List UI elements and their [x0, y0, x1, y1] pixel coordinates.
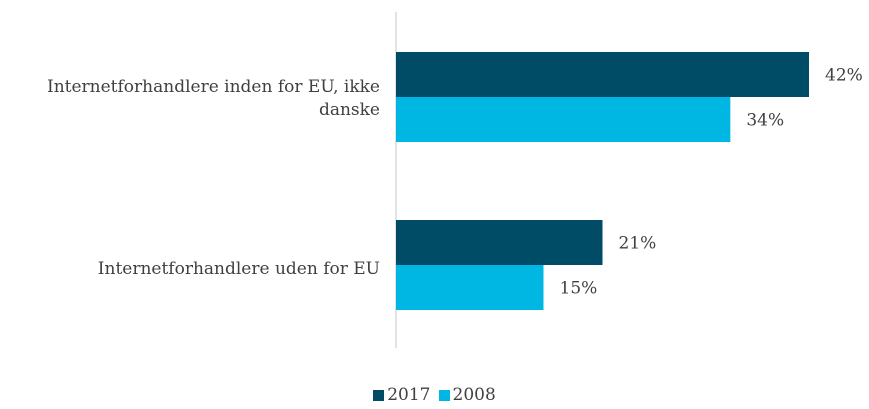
bar-2008-1 [396, 265, 544, 310]
category-label: Internetforhandlere inden for EU, ikke d… [46, 77, 380, 120]
legend: 2017 2008 [0, 385, 869, 405]
data-label-2017-0: 42% [825, 66, 863, 86]
legend-swatch-2017 [373, 389, 385, 401]
bar-2008-0 [396, 97, 731, 142]
data-label-2008-0: 34% [746, 111, 784, 131]
legend-item-2017: 2017 [373, 385, 431, 405]
data-label-2008-1: 15% [560, 279, 598, 299]
legend-item-2008: 2008 [438, 385, 496, 405]
category-label: Internetforhandlere uden for EU [97, 259, 380, 279]
data-label-2017-1: 21% [619, 234, 657, 254]
bar-2017-0 [396, 52, 809, 97]
legend-label-2008: 2008 [452, 385, 496, 405]
legend-label-2017: 2017 [387, 385, 431, 405]
legend-swatch-2008 [438, 389, 450, 401]
bar-2017-1 [396, 220, 603, 265]
